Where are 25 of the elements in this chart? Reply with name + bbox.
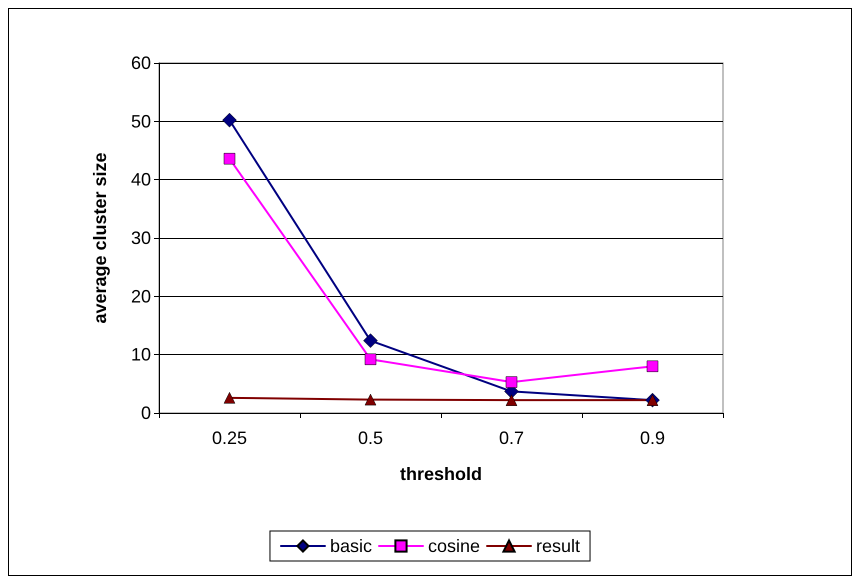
point (363, 333, 378, 348)
point (646, 360, 658, 372)
point (222, 112, 237, 128)
point (364, 394, 376, 406)
point (506, 376, 518, 388)
legend-label: basic (330, 536, 372, 556)
x-tick-label: 0.25 (212, 428, 248, 448)
y-tick-label: 50 (130, 111, 151, 132)
y-axis-title: average cluster size (90, 152, 110, 324)
y-tick-label: 0 (140, 403, 151, 423)
y-tick-label: 60 (130, 53, 151, 73)
point (224, 392, 236, 404)
x-tick-label: 0.7 (498, 428, 524, 448)
x-axis-title: threshold (400, 464, 482, 484)
y-tick-label: 30 (130, 228, 151, 248)
y-tick-label: 10 (130, 344, 151, 365)
x-tick-label: 0.5 (358, 428, 384, 448)
y-tick-label: 40 (130, 170, 151, 190)
legend-label: result (536, 536, 580, 556)
point (364, 354, 376, 366)
y-tick-label: 20 (130, 286, 151, 306)
point (224, 152, 236, 164)
point (506, 394, 518, 406)
x-tick-label: 0.9 (640, 428, 666, 448)
legend-label: cosine (428, 536, 480, 556)
